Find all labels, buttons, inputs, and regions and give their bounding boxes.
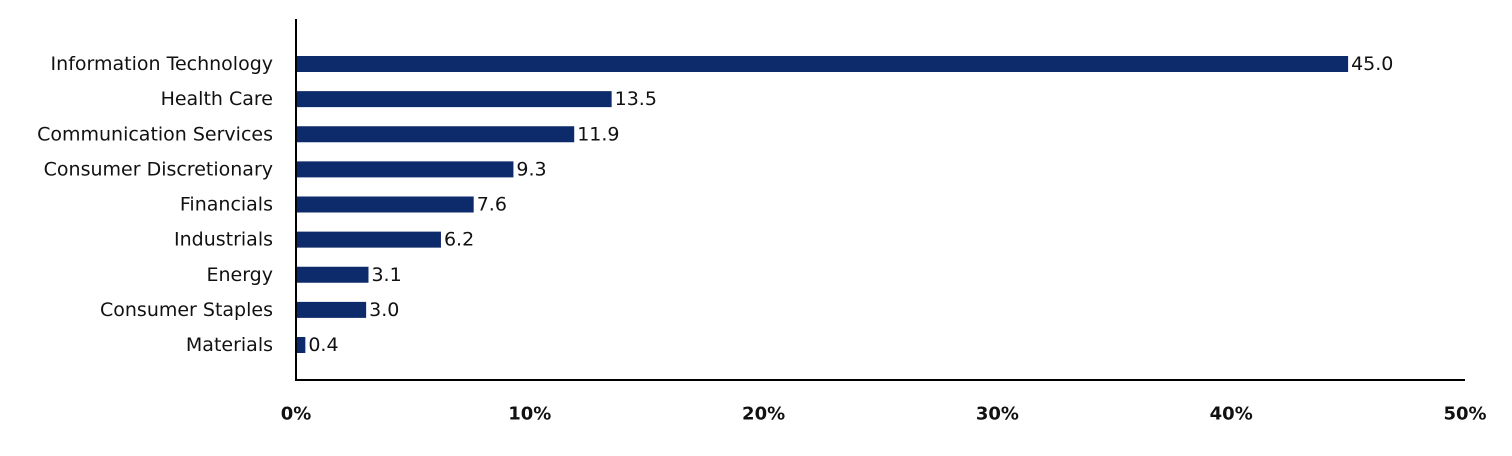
bar-health-care: [296, 91, 612, 108]
value-label-information-technology: 45.0: [1351, 53, 1393, 75]
x-tick-label-30: 30%: [976, 404, 1019, 425]
value-label-financials: 7.6: [477, 194, 507, 216]
category-label-consumer-staples: Consumer Staples: [100, 299, 273, 321]
bar-energy: [296, 266, 369, 283]
category-label-industrials: Industrials: [174, 229, 273, 251]
category-label-energy: Energy: [206, 264, 273, 286]
category-labels: Information Technology Health Care Communi…: [37, 53, 273, 356]
x-tick-labels: 0% 10% 20% 30% 40% 50%: [281, 404, 1487, 425]
bar-consumer-discretionary: [296, 161, 514, 178]
value-label-communication-services: 11.9: [577, 123, 619, 145]
value-label-health-care: 13.5: [615, 88, 657, 110]
bar-information-technology: [296, 56, 1349, 72]
x-tick-label-0: 0%: [281, 404, 312, 425]
bar-financials: [296, 196, 474, 213]
value-label-energy: 3.1: [371, 264, 401, 286]
category-label-consumer-discretionary: Consumer Discretionary: [44, 158, 273, 180]
category-label-materials: Materials: [186, 334, 273, 356]
category-label-financials: Financials: [180, 194, 273, 216]
category-label-communication-services: Communication Services: [37, 123, 273, 145]
bar-materials: [296, 337, 306, 353]
bar-communication-services: [296, 126, 575, 143]
value-label-materials: 0.4: [308, 334, 338, 356]
value-label-industrials: 6.2: [444, 229, 474, 251]
value-labels: 45.0 13.5 11.9 9.3 7.66.2 3.1 3.0 0.4: [308, 53, 1393, 356]
value-label-consumer-staples: 3.0: [369, 299, 399, 321]
x-tick-label-40: 40%: [1210, 404, 1253, 425]
bar-consumer-staples: [296, 301, 367, 318]
bar-industrials: [296, 231, 441, 248]
value-label-consumer-discretionary: 9.3: [516, 158, 546, 180]
x-tick-label-20: 20%: [742, 404, 785, 425]
category-label-health-care: Health Care: [161, 88, 273, 110]
category-label-information-technology: Information Technology: [51, 53, 273, 75]
bars-layer: [296, 56, 1349, 353]
x-tick-label-50: 50%: [1443, 404, 1486, 425]
x-tick-label-10: 10%: [508, 404, 551, 425]
